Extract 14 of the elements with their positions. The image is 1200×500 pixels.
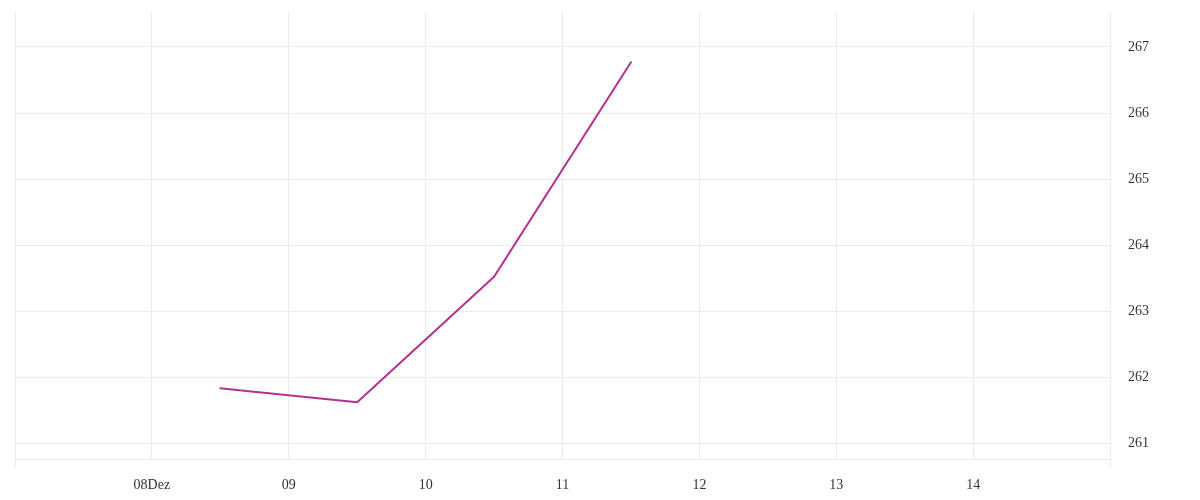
y-tick-label: 267 [1128,38,1149,54]
y-tick-label: 266 [1128,104,1149,120]
y-tick-label: 261 [1128,434,1149,450]
x-tick-label: 14 [966,477,981,493]
y-tick-label: 265 [1128,170,1149,186]
x-tick-label: 09 [281,477,296,493]
x-tick-label: 12 [692,477,707,493]
y-tick-label: 262 [1128,368,1149,384]
x-tick-label: 08Dez [133,477,171,493]
y-tick-label: 264 [1128,236,1149,252]
x-tick-label: 11 [555,477,570,493]
y-tick-label: 263 [1128,302,1149,318]
x-tick-label: 13 [829,477,844,493]
x-tick-label: 10 [418,477,433,493]
